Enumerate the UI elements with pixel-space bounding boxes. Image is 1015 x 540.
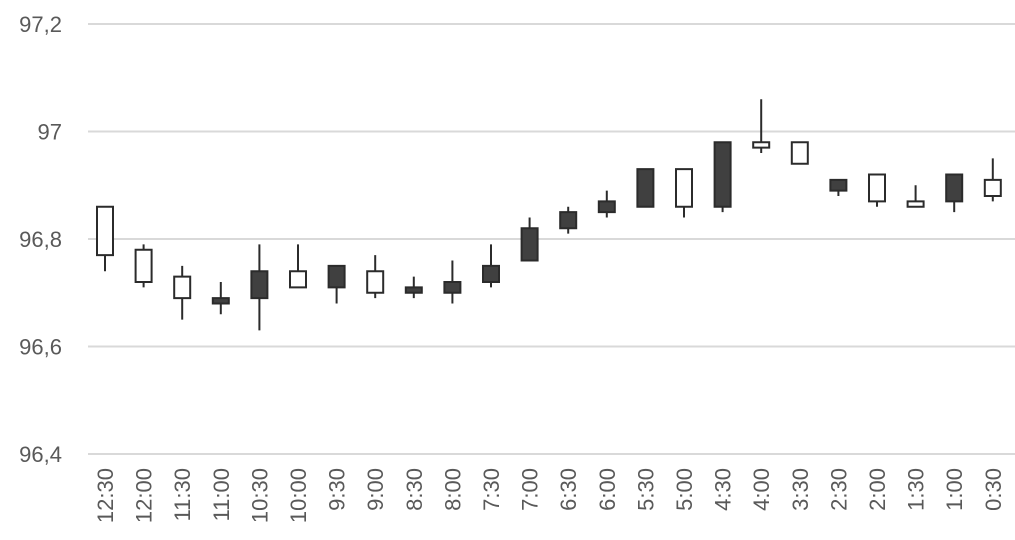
candle-body-down: [211, 297, 230, 305]
candle-body-up: [289, 270, 307, 289]
candle: [559, 206, 578, 234]
candle-body-down: [327, 264, 346, 289]
candle: [945, 173, 964, 213]
candle-body-down: [250, 270, 269, 300]
candle-body-up: [366, 270, 385, 294]
x-tick-label: 5:00: [672, 468, 697, 511]
candle: [173, 265, 192, 320]
x-tick-label: 7:30: [479, 468, 504, 511]
candle: [250, 244, 269, 331]
candle-body-down: [559, 211, 578, 230]
candle: [597, 190, 616, 218]
candle: [404, 276, 423, 299]
candle: [443, 260, 462, 304]
x-tick-label: 12:00: [132, 468, 157, 523]
candle-body-down: [945, 173, 964, 203]
candle: [790, 141, 809, 165]
x-tick-label: 2:30: [826, 468, 851, 511]
x-tick-label: 11:30: [170, 468, 195, 521]
candle: [983, 158, 1002, 202]
x-tick-label: 7:00: [518, 468, 543, 511]
candle-body-up: [790, 141, 809, 165]
candle-body-down: [597, 200, 616, 214]
candle-body-down: [520, 227, 539, 262]
x-tick-label: 8:30: [402, 468, 427, 511]
candle: [96, 205, 114, 272]
candle-body-up: [675, 168, 693, 208]
candle: [482, 244, 500, 288]
candles: [96, 99, 1002, 331]
x-tick-label: 10:30: [247, 468, 272, 523]
candle-body-up: [96, 205, 114, 257]
candle-body-down: [829, 178, 848, 192]
x-tick-label: 4:00: [749, 468, 774, 511]
y-tick-label: 96,4: [19, 442, 62, 467]
candle: [520, 217, 539, 262]
x-tick-label: 3:30: [788, 468, 813, 511]
candle: [752, 99, 771, 153]
candle: [868, 173, 886, 207]
candle-body-down: [482, 264, 500, 283]
candle: [211, 282, 230, 315]
candle-body-down: [443, 281, 462, 294]
x-tick-label: 9:30: [325, 468, 350, 511]
x-tick-label: 11:00: [209, 468, 234, 521]
candle: [134, 244, 153, 288]
candle-body-up: [173, 275, 192, 300]
x-tick-label: 5:30: [633, 468, 658, 511]
y-tick-label: 97,2: [19, 12, 62, 37]
x-tick-label: 6:30: [556, 468, 581, 511]
y-tick-label: 97: [38, 120, 62, 145]
x-tick-label: 0:30: [981, 468, 1006, 511]
candle-body-up: [752, 141, 771, 149]
x-tick-label: 9:00: [363, 468, 388, 511]
x-tick-label: 12:30: [93, 468, 118, 523]
x-tick-label: 4:30: [711, 468, 736, 511]
candle: [675, 168, 693, 218]
candle: [327, 264, 346, 304]
x-tick-label: 6:00: [595, 468, 620, 511]
x-tick-label: 8:00: [440, 468, 465, 511]
candle: [829, 178, 848, 196]
candle-body-down: [713, 141, 732, 208]
x-axis-tick-labels: 12:30 12:00 11:30 11:00 10:30 10:00 9:30 9:00 8:…: [93, 468, 1006, 523]
candle: [366, 255, 385, 299]
gridlines: [88, 23, 1015, 455]
y-tick-label: 96,6: [19, 335, 62, 360]
candle-body-up: [868, 173, 886, 203]
x-tick-label: 2:00: [865, 468, 890, 511]
candle: [289, 244, 307, 289]
x-tick-label: 1:00: [942, 468, 967, 511]
x-tick-label: 1:30: [904, 468, 929, 511]
x-tick-label: 10:00: [286, 468, 311, 523]
candle: [713, 141, 732, 213]
candle-body-down: [404, 286, 423, 294]
y-axis-tick-labels: 97,2 97 96,8 96,6 96,4: [19, 12, 62, 467]
candle-body-up: [983, 178, 1002, 197]
candle-body-down: [636, 168, 655, 208]
candle: [636, 168, 655, 208]
candle: [906, 185, 925, 208]
y-tick-label: 96,8: [19, 227, 62, 252]
candle-body-up: [134, 248, 153, 283]
candle-body-up: [906, 200, 925, 208]
